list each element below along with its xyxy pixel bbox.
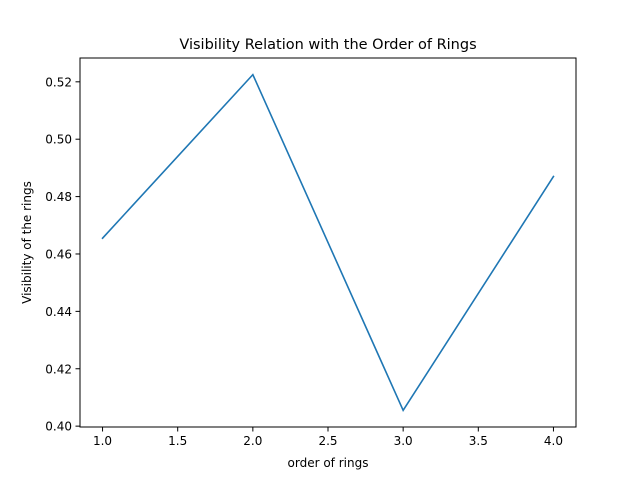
x-tick-label: 1.5 (168, 434, 187, 448)
x-tick-label: 2.0 (243, 434, 262, 448)
series-line (101, 73, 555, 413)
y-tick-label: 0.50 (45, 133, 72, 147)
y-tick-label: 0.44 (45, 305, 72, 319)
x-tick-label: 4.0 (544, 434, 563, 448)
x-tick-label: 3.5 (469, 434, 488, 448)
y-tick-label: 0.48 (45, 190, 72, 204)
y-tick-label: 0.42 (45, 362, 72, 376)
plot-area: 1.0 1.5 2.0 2.5 3.0 3.5 4.0 0.400.420.440.460.… (45, 57, 577, 448)
y-tick-label: 0.40 (45, 420, 72, 434)
y-tick-label: 0.46 (45, 247, 72, 261)
x-tick-label: 2.5 (318, 434, 337, 448)
x-tick-label: 3.0 (394, 434, 413, 448)
chart-title: Visibility Relation with the Order of Ri… (179, 37, 476, 53)
series-layer (101, 73, 555, 413)
y-axis-label: Visibility of the rings (20, 181, 34, 304)
x-axis: 1.0 1.5 2.0 2.5 3.0 3.5 4.0 (93, 427, 563, 448)
x-tick-label: 1.0 (93, 434, 112, 448)
y-tick-label: 0.52 (45, 75, 72, 89)
x-axis-label: order of rings (288, 456, 369, 470)
y-axis: 0.40 0.42 0.44 0.46 0.48 0.50 0.52 (45, 75, 80, 434)
